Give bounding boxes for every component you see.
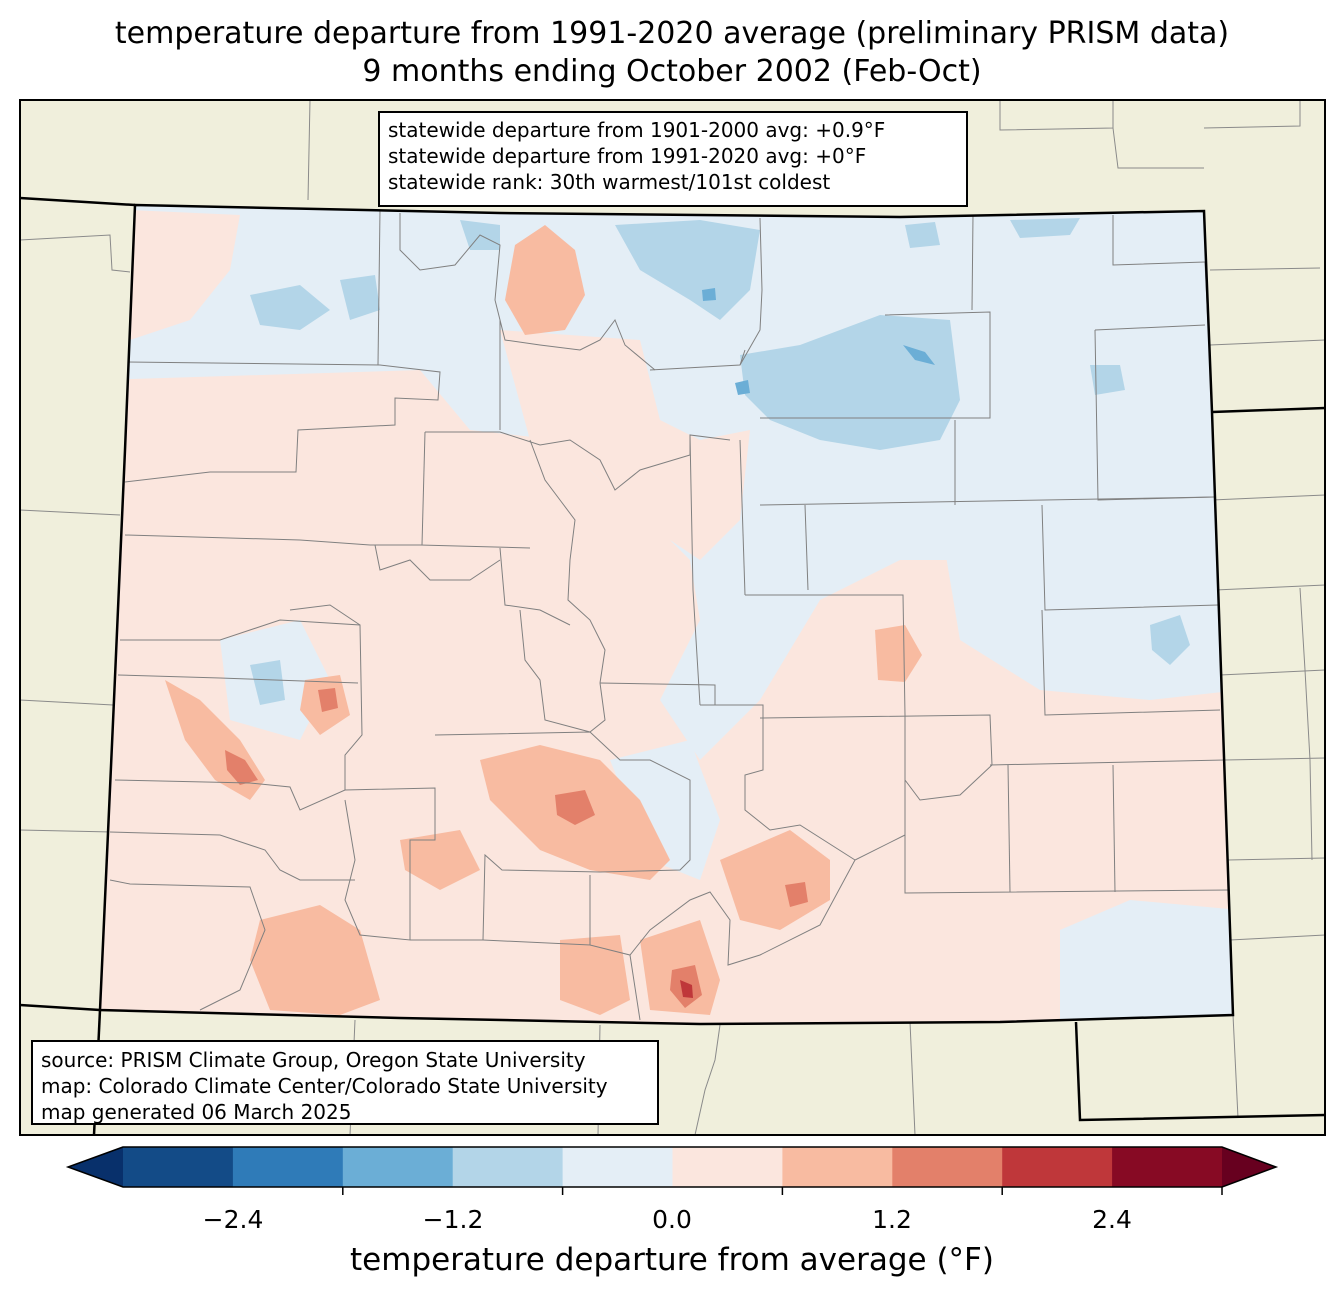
cool-north-west-2	[340, 275, 380, 320]
temperature-contours	[100, 210, 1233, 1024]
warm-mid-valley	[400, 830, 480, 890]
source-line-prism: source: PRISM Climate Group, Oregon Stat…	[41, 1048, 586, 1072]
colorbar-segment	[562, 1147, 673, 1187]
colorbar-tick-label: 0.0	[652, 1205, 692, 1234]
colorbar-tick-label: −1.2	[422, 1205, 484, 1234]
cool-mid-ne-3	[702, 288, 716, 301]
colorbar-tick-label: −2.4	[202, 1205, 264, 1234]
source-line-map: map: Colorado Climate Center/Colorado St…	[41, 1074, 608, 1098]
statewide-stats-box: statewide departure from 1901-2000 avg: …	[378, 111, 968, 207]
colorbar-segment	[452, 1147, 564, 1187]
warm-region-west-central	[100, 370, 1233, 1024]
cool-northern-rockies	[615, 220, 760, 320]
county-lines	[109, 209, 1231, 1021]
colorbar-extend-high	[1222, 1147, 1276, 1187]
colorbar-segment	[672, 1147, 783, 1187]
stats-departure-1991: statewide departure from 1991-2020 avg: …	[388, 144, 867, 168]
colorbar	[65, 1146, 1279, 1188]
colorbar-segment	[1112, 1147, 1223, 1187]
stats-rank: statewide rank: 30th warmest/101st colde…	[388, 170, 831, 194]
colorbar-segment	[892, 1147, 1003, 1187]
cool-east-patch	[1150, 615, 1190, 665]
colorbar-extend-low	[68, 1147, 123, 1187]
colorbar-label: temperature departure from average (°F)	[350, 1242, 994, 1278]
neighbor-counties	[20, 100, 1325, 1135]
map-title: temperature departure from 1991-2020 ave…	[114, 16, 1230, 51]
stats-departure-1901: statewide departure from 1901-2000 avg: …	[388, 118, 886, 142]
warm-max-south	[680, 980, 693, 998]
source-box: source: PRISM Climate Group, Oregon Stat…	[31, 1040, 659, 1125]
cool-northeast-plateau	[740, 315, 960, 450]
cool-west-patch	[250, 660, 285, 705]
warm-strong-southeast	[785, 882, 808, 907]
colorado-border	[98, 203, 1235, 1026]
colorbar-tick-label: 2.4	[1092, 1205, 1132, 1234]
colorbar-segment	[342, 1147, 454, 1187]
source-line-generated: map generated 06 March 2025	[41, 1100, 352, 1124]
warm-strong-san-juan	[555, 790, 595, 825]
cool-region-southeast-patch	[1060, 900, 1233, 1024]
colorbar-segment	[1002, 1147, 1113, 1187]
warm-mid-plains	[875, 625, 922, 682]
colorbar-ticks	[342, 1187, 1223, 1195]
cool-ne-corner	[1010, 218, 1080, 238]
map-subtitle: 9 months ending October 2002 (Feb-Oct)	[362, 54, 982, 89]
cool-north-west-1	[250, 285, 330, 330]
colorbar-segment	[232, 1147, 344, 1187]
warm-mid-north-park	[505, 225, 585, 335]
warm-strong-grand-mesa	[318, 688, 338, 712]
cool-region-san-luis	[610, 740, 720, 880]
warm-mid-southeast	[720, 830, 830, 930]
colorbar-segment	[123, 1147, 234, 1187]
warm-region-north-central	[500, 330, 750, 560]
warm-region-northwest	[130, 210, 240, 340]
colorbar-segment	[782, 1147, 893, 1187]
warm-mid-sw-mountains	[250, 905, 380, 1015]
cool-east-north-patch	[1090, 365, 1125, 395]
map-frame	[19, 99, 1326, 1136]
warm-strong-west	[225, 750, 258, 785]
cool-mid-ne-1	[903, 345, 935, 365]
warm-mid-south	[560, 935, 630, 1015]
cool-mid-ne-2	[735, 380, 750, 395]
colorbar-tick-label: 1.2	[872, 1205, 912, 1234]
cool-ne-blob	[905, 222, 940, 248]
